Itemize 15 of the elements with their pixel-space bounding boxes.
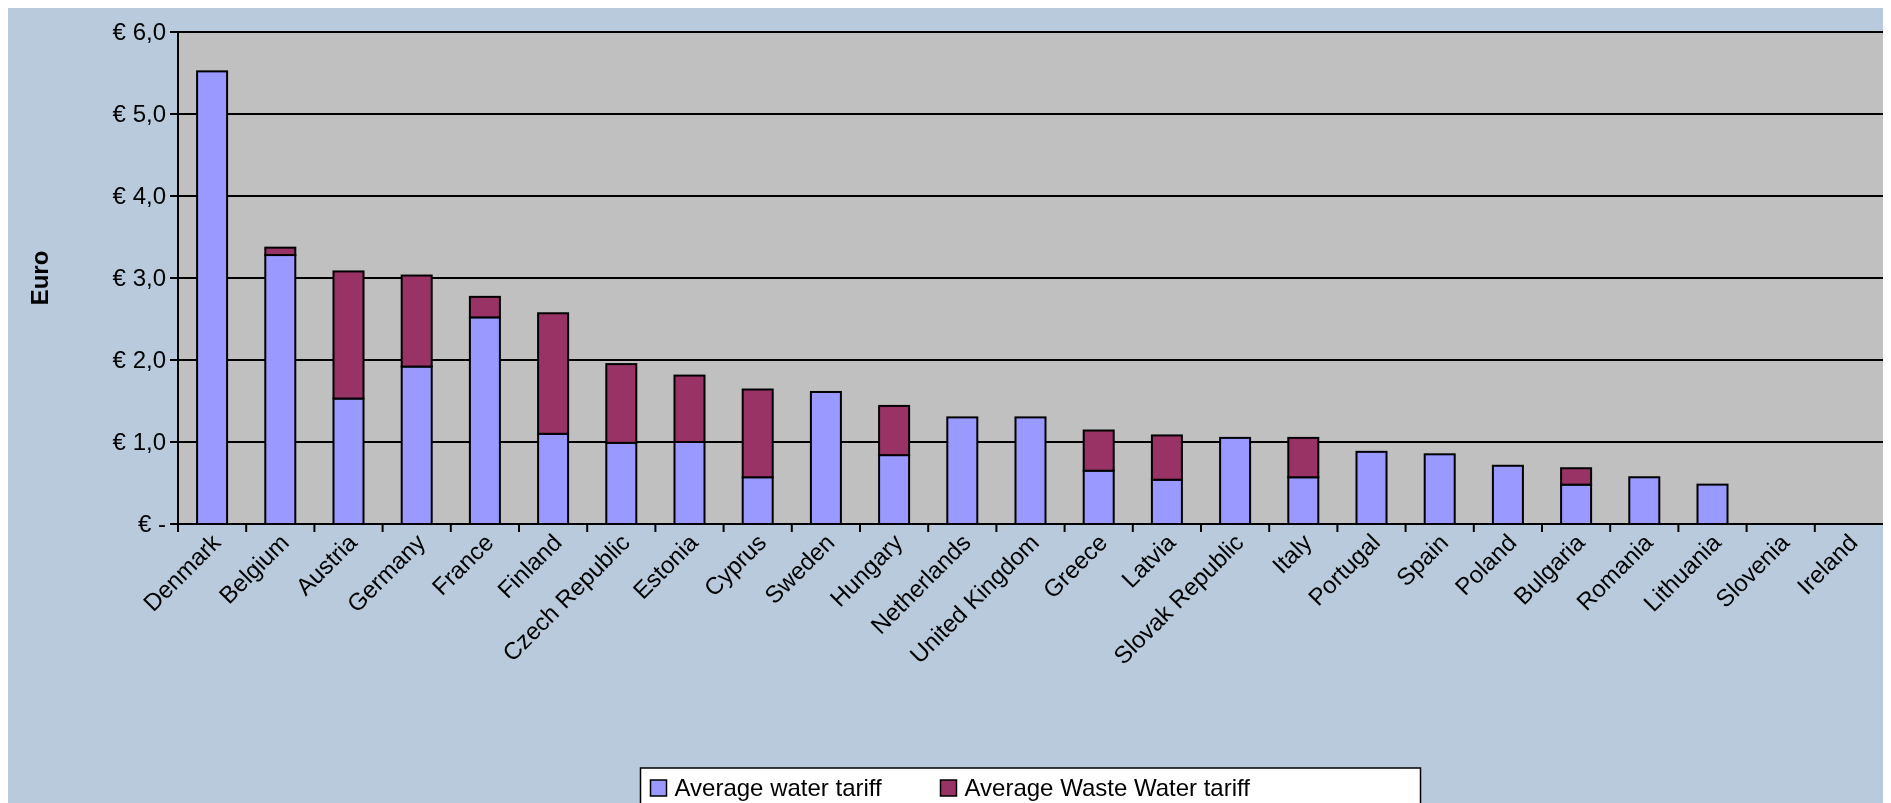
y-tick-label: € -: [137, 510, 166, 538]
y-tick-label: € 1,0: [112, 428, 166, 456]
y-tick-label: € 5,0: [112, 100, 166, 128]
y-tick-label: € 4,0: [112, 182, 166, 210]
y-tick-label: € 3,0: [112, 264, 166, 292]
y-tick-label: € 2,0: [112, 346, 166, 374]
legend-label: Average Waste Water tariff: [964, 774, 1251, 802]
y-axis-title: Euro: [26, 250, 53, 306]
bar: [1423, 453, 1456, 525]
bar: [1355, 450, 1388, 525]
y-tick-label: € 6,0: [112, 18, 166, 46]
legend-label: Average water tariff: [674, 774, 883, 802]
bar: [1491, 464, 1524, 525]
bar: [1696, 483, 1729, 525]
bar: [1628, 476, 1661, 525]
